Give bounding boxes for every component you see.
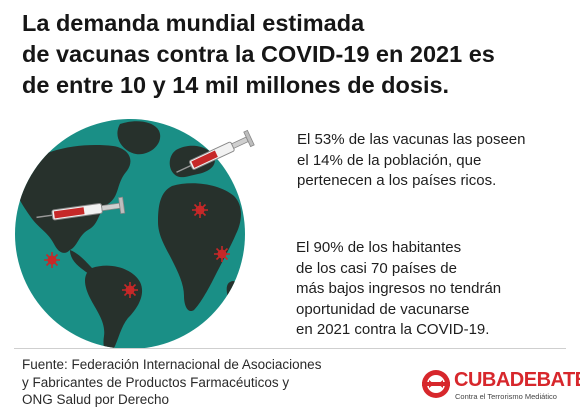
stat-2-line-4: oportunidad de vacunarse	[296, 300, 470, 318]
low-income-stat: El 90% de los habitantes de los casi 70 …	[296, 238, 501, 341]
syringe-icon	[36, 196, 126, 221]
stat-1-line-1: El 53% de las vacunas las poseen	[297, 131, 526, 148]
stat-2-line-5: en 2021 contra la COVID-19.	[296, 321, 490, 338]
logo-name-part-2: DEBATE	[509, 369, 580, 391]
globe-icon	[15, 119, 245, 349]
logo-tagline: Contra el Terrorismo Mediático	[455, 392, 557, 401]
source-credit: Fuente: Federación Internacional de Asoc…	[22, 356, 321, 409]
stat-2-line-1: El 90% de los habitantes	[296, 239, 462, 256]
source-line-1: Fuente: Federación Internacional de Asoc…	[22, 357, 322, 372]
virus-icon	[44, 202, 230, 298]
logo-name-part-1: CUBA	[454, 369, 510, 391]
footer-divider	[14, 348, 566, 349]
source-line-2: y Fabricantes de Productos Farmacéuticos…	[22, 374, 290, 390]
headline: La demanda mundial estimada de vacunas c…	[22, 8, 562, 101]
source-line-3: ONG Salud por Derecho	[22, 392, 170, 407]
stat-2-line-2: de los casi 70 países de	[296, 259, 457, 277]
logo-wordmark: CUBADEBATE	[454, 369, 580, 391]
cubadebate-logo-icon	[422, 370, 450, 398]
stat-1-line-2: el 14% de la población, que	[297, 151, 482, 169]
stat-2-line-3: más bajos ingresos no tendrán	[296, 280, 502, 297]
headline-line-1: La demanda mundial estimada	[22, 10, 365, 36]
rich-countries-stat: El 53% de las vacunas las poseen el 14% …	[297, 130, 525, 192]
headline-line-2: de vacunas contra la COVID-19 en 2021 es	[22, 41, 495, 67]
globe-illustration	[8, 112, 253, 357]
stat-1-line-3: pertenecen a los países ricos.	[297, 172, 497, 189]
headline-line-3: de entre 10 y 14 mil millones de dosis.	[22, 72, 450, 98]
cubadebate-logo[interactable]: CUBADEBATE Contra el Terrorismo Mediátic…	[421, 365, 580, 405]
syringe-icon	[176, 129, 255, 173]
